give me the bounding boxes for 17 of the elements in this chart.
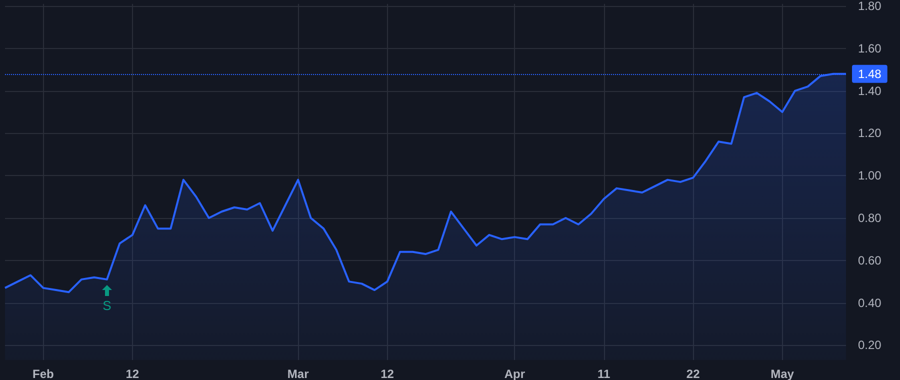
y-tick-label: 1.60 [858, 41, 882, 56]
x-tick-label: 12 [126, 367, 140, 380]
x-tick-label: Feb [32, 367, 54, 380]
x-tick-label: 12 [380, 367, 394, 380]
y-tick-label: 1.80 [858, 0, 882, 13]
annotation: S [102, 298, 112, 314]
y-tick-label: 0.80 [858, 210, 882, 225]
y-tick-label: 0.60 [858, 253, 882, 268]
y-tick-label: 1.40 [858, 84, 882, 98]
y-tick-label: 0.40 [858, 296, 882, 310]
x-tick-label: Mar [287, 367, 310, 380]
ref-line-label: 1.48 [858, 66, 882, 81]
y-tick-label: 1.20 [858, 126, 882, 140]
y-tick-label: 1.00 [858, 168, 882, 183]
x-tick-label: 22 [686, 367, 700, 380]
y-tick-label: 0.20 [858, 338, 882, 352]
x-tick-label: 11 [598, 367, 611, 380]
